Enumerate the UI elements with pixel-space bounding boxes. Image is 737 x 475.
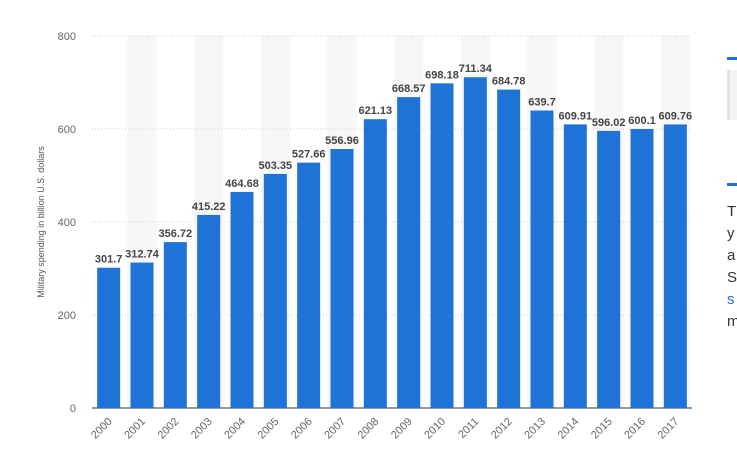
- x-tick-label: 2001: [122, 416, 148, 442]
- x-tick-label: 2017: [656, 416, 682, 442]
- y-axis-title: Military spending in billion U.S. dollar…: [36, 146, 46, 298]
- data-label: 621.13: [359, 105, 393, 117]
- data-label: 356.72: [159, 228, 193, 240]
- data-label: 668.57: [392, 83, 426, 95]
- data-label: 684.78: [492, 76, 526, 88]
- y-tick-label: 400: [58, 217, 76, 229]
- y-tick-label: 800: [58, 31, 76, 43]
- data-label: 600.1: [628, 115, 656, 127]
- data-label: 711.34: [459, 63, 493, 75]
- bar: [597, 130, 621, 408]
- text-fragment: m: [727, 313, 737, 330]
- bar: [663, 124, 687, 408]
- x-tick-label: 2016: [622, 416, 648, 442]
- sidebar-panel: [727, 70, 737, 120]
- sidebar-description: T y a S s m: [727, 201, 737, 333]
- x-tick-label: 2010: [422, 416, 448, 442]
- x-tick-label: 2009: [389, 416, 415, 442]
- bar: [97, 267, 121, 408]
- bar: [497, 89, 521, 408]
- bar: [397, 97, 421, 408]
- x-tick-label: 2004: [222, 416, 248, 442]
- x-tick-label: 2014: [556, 416, 582, 442]
- text-fragment: a: [727, 247, 736, 264]
- text-fragment: y: [727, 225, 735, 242]
- x-tick-label: 2015: [589, 416, 615, 442]
- data-label: 464.68: [225, 178, 259, 190]
- sidebar-accent-line: [727, 183, 737, 186]
- bar: [363, 119, 387, 408]
- bar: [430, 83, 454, 408]
- x-tick-label: 2002: [156, 416, 182, 442]
- data-label: 415.22: [192, 201, 226, 213]
- bar: [530, 110, 554, 409]
- x-tick-label: 2003: [189, 416, 215, 442]
- data-label: 639.7: [528, 97, 556, 109]
- bar: [330, 149, 354, 408]
- data-label: 556.96: [325, 135, 359, 147]
- y-tick-label: 600: [58, 124, 76, 136]
- bar: [197, 214, 221, 408]
- bar: [563, 124, 587, 409]
- x-tick-label: 2012: [489, 416, 515, 442]
- data-label: 609.76: [659, 110, 693, 122]
- y-tick-label: 200: [58, 310, 76, 322]
- y-tick-label: 0: [70, 403, 76, 415]
- x-tick-label: 2007: [322, 416, 348, 442]
- x-tick-label: 2006: [289, 416, 315, 442]
- bar: [163, 242, 187, 408]
- text-fragment: S: [727, 269, 737, 286]
- x-tick-label: 2013: [522, 416, 548, 442]
- data-label: 596.02: [592, 117, 626, 129]
- bar: [297, 162, 321, 408]
- data-label: 301.7: [95, 254, 123, 266]
- x-tick-label: 2008: [356, 416, 382, 442]
- bar: [130, 262, 154, 408]
- sidebar-accent-line: [727, 57, 737, 60]
- x-tick-label: 2011: [456, 416, 481, 441]
- data-label: 312.74: [125, 249, 160, 261]
- bar: [263, 173, 287, 408]
- bar: [463, 77, 487, 408]
- bar: [230, 191, 254, 408]
- data-label: 503.35: [259, 160, 293, 172]
- x-tick-label: 2005: [256, 416, 282, 442]
- data-label: 609.91: [559, 110, 593, 122]
- bar: [630, 128, 654, 409]
- x-tick-label: 2000: [89, 416, 115, 442]
- data-label: 698.18: [425, 69, 459, 81]
- text-fragment: T: [727, 203, 737, 220]
- sidebar-link[interactable]: s: [727, 291, 735, 308]
- data-label: 527.66: [292, 149, 326, 161]
